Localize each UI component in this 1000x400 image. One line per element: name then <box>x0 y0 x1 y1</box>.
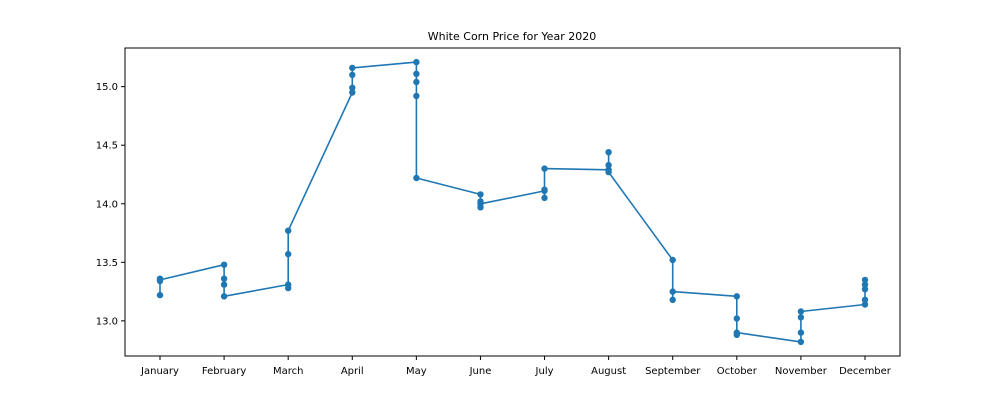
data-point <box>861 276 869 284</box>
data-point <box>413 70 420 78</box>
data-point <box>541 186 548 193</box>
y-axis: 13.0 13.5 14.0 14.5 15.0 <box>96 82 125 327</box>
data-point <box>477 200 484 207</box>
x-tick-label: December <box>839 366 892 377</box>
x-tick-label: June <box>469 366 492 377</box>
data-point <box>861 286 869 293</box>
y-tick-label: 14.5 <box>96 141 118 152</box>
x-tick-label: October <box>717 366 758 377</box>
x-tick-label: August <box>591 366 626 377</box>
data-point <box>349 84 356 92</box>
x-tick-label: April <box>341 366 364 377</box>
data-point <box>349 89 356 96</box>
data-point <box>861 301 869 308</box>
chart-title: White Corn Price for Year 2020 <box>428 30 596 43</box>
data-point <box>413 78 420 86</box>
data-point <box>156 291 164 299</box>
data-point <box>797 308 805 315</box>
data-point <box>349 64 356 72</box>
data-point <box>541 194 548 202</box>
data-point <box>220 281 228 288</box>
data-point <box>413 92 420 100</box>
data-point <box>413 174 420 182</box>
data-point <box>733 329 740 336</box>
series-line <box>159 61 866 343</box>
x-tick-label: March <box>273 366 303 377</box>
data-point <box>349 71 356 79</box>
x-tick-label: July <box>535 366 554 377</box>
y-tick-label: 15.0 <box>96 82 118 93</box>
data-point <box>220 261 228 268</box>
data-point <box>285 227 292 234</box>
data-point <box>605 161 612 169</box>
data-point <box>413 58 420 66</box>
data-point <box>797 314 805 321</box>
data-point <box>220 275 228 282</box>
plot-area-frame <box>124 47 901 357</box>
series-layer <box>156 58 869 346</box>
y-tick-label: 13.5 <box>96 258 118 269</box>
data-point <box>669 288 676 295</box>
data-point <box>541 165 548 172</box>
data-point <box>861 296 869 303</box>
data-point <box>285 284 292 292</box>
data-point <box>156 276 164 284</box>
data-point <box>285 250 292 258</box>
data-point <box>733 293 740 300</box>
data-point <box>605 149 612 156</box>
data-point <box>669 296 676 303</box>
data-point <box>669 256 676 264</box>
data-point <box>797 329 805 336</box>
x-tick-label: February <box>202 366 246 377</box>
x-tick-label: November <box>775 366 828 377</box>
data-point <box>605 168 612 176</box>
x-tick-label: May <box>406 366 427 377</box>
data-point <box>477 191 484 198</box>
data-point <box>733 315 740 322</box>
data-point <box>220 293 228 300</box>
data-point <box>797 338 805 346</box>
x-tick-label: September <box>645 366 701 377</box>
data-point <box>861 281 869 288</box>
y-tick-label: 13.0 <box>96 316 118 327</box>
x-axis: January February March April May June July Augu… <box>140 356 892 377</box>
y-tick-label: 14.0 <box>96 199 118 210</box>
x-tick-label: January <box>140 366 179 377</box>
